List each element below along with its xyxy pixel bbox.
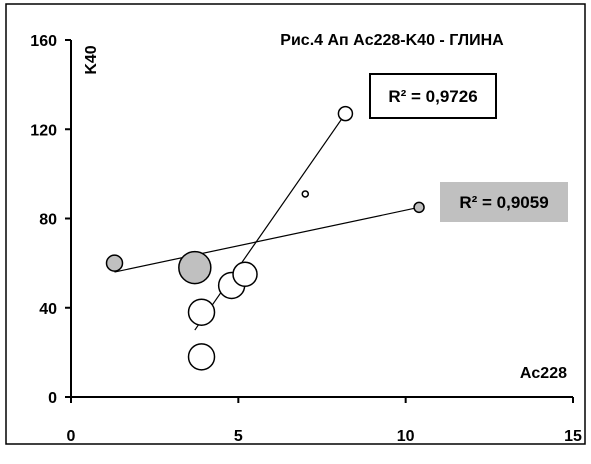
x-tick-label: 0 (67, 428, 76, 445)
r2-label-2: R² = 0,9726 (388, 87, 477, 106)
data-point-series-1 (178, 250, 212, 285)
data-points (105, 105, 425, 371)
data-point-series-2 (301, 190, 310, 198)
trend-line-2 (194, 113, 346, 331)
trend-line-1 (114, 206, 420, 273)
r2-label-box-2 (369, 73, 497, 119)
data-point-series-2 (187, 343, 216, 371)
trend-lines (114, 113, 420, 331)
y-tick-label: 80 (39, 212, 57, 229)
r2-label-box-1 (440, 182, 568, 222)
x-axis-label: Ac228 (520, 365, 567, 382)
x-tick-label: 15 (564, 428, 582, 445)
r2-labels: R² = 0,9059 R² = 0,9726 (369, 73, 568, 222)
data-point-series-2 (337, 105, 354, 122)
y-tick-label: 0 (48, 390, 57, 407)
ticks: 0 5 10 15 0 40 80 120 160 (30, 33, 582, 445)
r2-label-1: R² = 0,9059 (459, 193, 548, 212)
data-point-series-2 (232, 261, 258, 288)
chart-title: Рис.4 Ап Ac228-K40 - ГЛИНА (280, 32, 504, 49)
y-tick-label: 120 (30, 122, 57, 139)
y-tick-label: 40 (39, 301, 57, 318)
y-axis-label: K40 (83, 45, 100, 74)
x-tick-label: 5 (234, 428, 243, 445)
data-point-series-1 (413, 201, 425, 214)
data-point-series-2 (187, 298, 216, 326)
x-tick-label: 10 (397, 428, 415, 445)
y-tick-label: 160 (30, 33, 57, 50)
data-point-series-1 (105, 254, 124, 272)
